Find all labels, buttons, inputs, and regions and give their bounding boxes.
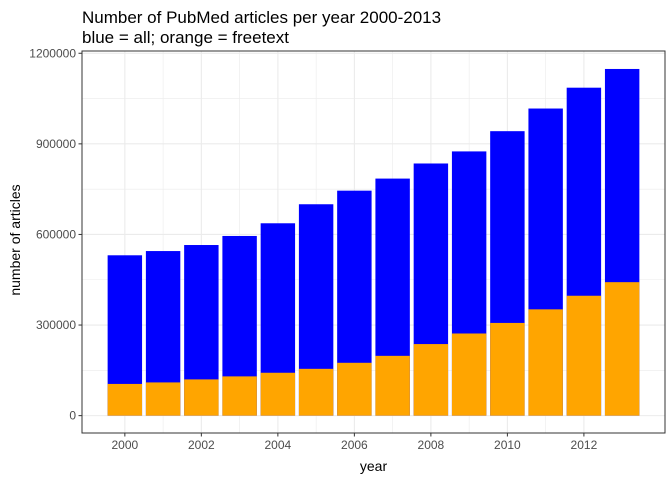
x-axis-label: year [360,458,388,474]
y-tick-label: 600000 [36,227,76,241]
y-tick-label: 1200000 [29,46,76,60]
bar-freetext-2007 [375,355,410,416]
x-tick-label: 2012 [571,438,598,452]
plot-panel [81,50,666,434]
x-tick-label: 2004 [265,438,292,452]
bar-freetext-2012 [566,295,602,416]
y-tick-label: 900000 [36,137,76,151]
y-tick-label: 0 [69,409,76,423]
x-tick-label: 2002 [188,438,215,452]
y-axis-label: number of articles [7,184,23,295]
bar-freetext-2009 [451,333,487,416]
bar-freetext-2000 [107,383,143,416]
bar-freetext-2003 [222,376,257,416]
x-tick-label: 2000 [111,438,138,452]
bar-freetext-2002 [184,379,219,416]
bar-freetext-2008 [413,344,449,416]
bar-freetext-2006 [337,362,372,416]
x-tick-label: 2010 [494,438,521,452]
bar-freetext-2001 [145,382,181,416]
chart-subtitle: blue = all; orange = freetext [82,28,289,47]
axis-ticks: 0 300000 600000 900000 1200000 2000 2002 2004 20… [29,46,597,452]
bar-freetext-2011 [528,309,563,416]
bar-freetext-2010 [490,322,525,416]
x-tick-label: 2006 [341,438,368,452]
x-tick-label: 2008 [418,438,445,452]
chart-title: Number of PubMed articles per year 2000-… [82,8,441,27]
bar-freetext-2004 [260,372,296,416]
y-tick-label: 300000 [36,318,76,332]
bars [107,68,640,416]
bar-freetext-2013 [604,282,640,416]
bar-freetext-2005 [298,368,334,416]
